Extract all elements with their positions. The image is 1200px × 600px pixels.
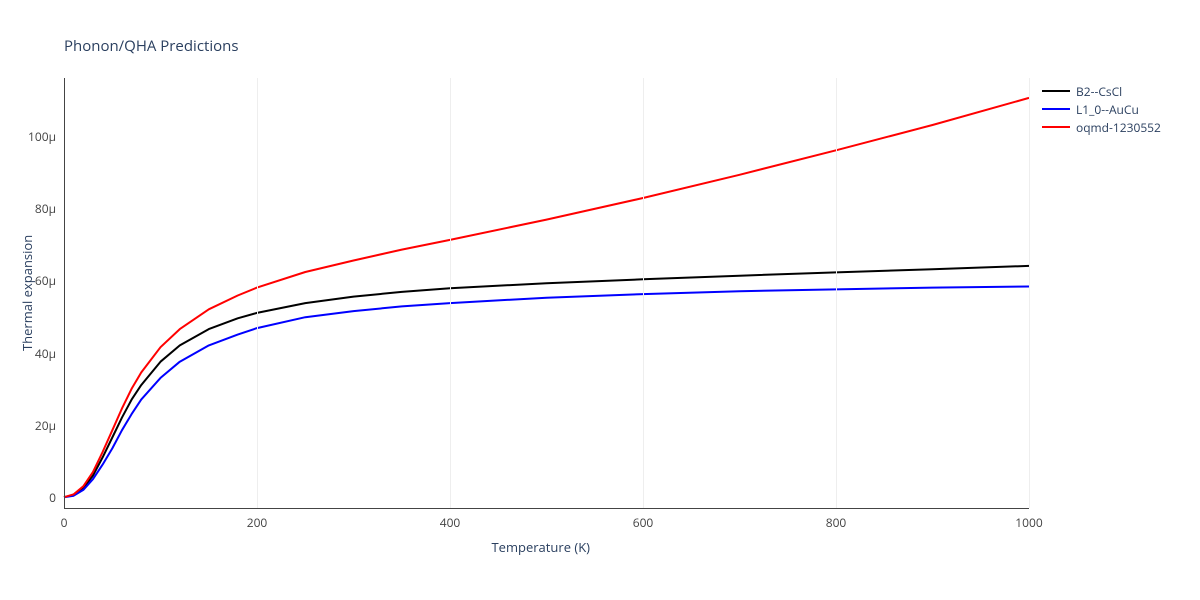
y-tick-label: 0 xyxy=(49,489,56,506)
series-line[interactable] xyxy=(64,287,1029,498)
legend-label: B2--CsCl xyxy=(1076,83,1122,100)
y-tick-label: 100µ xyxy=(28,128,56,145)
legend-item[interactable]: L1_0--AuCu xyxy=(1042,100,1161,118)
y-axis-label: Thermal expansion xyxy=(18,235,36,351)
grid-vline xyxy=(1029,78,1030,508)
x-tick-label: 400 xyxy=(435,514,465,531)
x-tick-label: 800 xyxy=(821,514,851,531)
legend-item[interactable]: B2--CsCl xyxy=(1042,82,1161,100)
legend-swatch xyxy=(1042,108,1070,110)
y-tick-label: 60µ xyxy=(35,272,56,289)
thermal-expansion-chart: Phonon/QHA Predictions B2--CsClL1_0--AuC… xyxy=(0,0,1200,600)
legend-item[interactable]: oqmd-1230552 xyxy=(1042,118,1161,136)
y-tick-label: 40µ xyxy=(35,345,56,362)
chart-svg xyxy=(0,0,1200,600)
y-tick-label: 80µ xyxy=(35,200,56,217)
legend-swatch xyxy=(1042,90,1070,92)
x-tick-label: 1000 xyxy=(1014,514,1044,531)
grid-vline xyxy=(257,78,258,508)
legend-label: L1_0--AuCu xyxy=(1076,101,1139,118)
x-tick-label: 0 xyxy=(49,514,79,531)
x-tick-label: 200 xyxy=(242,514,272,531)
grid-vline xyxy=(643,78,644,508)
y-tick-label: 20µ xyxy=(35,417,56,434)
legend-label: oqmd-1230552 xyxy=(1076,119,1161,136)
x-axis-label: Temperature (K) xyxy=(492,538,591,556)
legend: B2--CsClL1_0--AuCuoqmd-1230552 xyxy=(1042,82,1161,136)
x-tick-label: 600 xyxy=(628,514,658,531)
series-line[interactable] xyxy=(64,266,1029,497)
grid-vline xyxy=(450,78,451,508)
legend-swatch xyxy=(1042,126,1070,128)
grid-vline xyxy=(836,78,837,508)
y-axis-line xyxy=(64,78,65,508)
x-axis-line xyxy=(64,508,1029,509)
